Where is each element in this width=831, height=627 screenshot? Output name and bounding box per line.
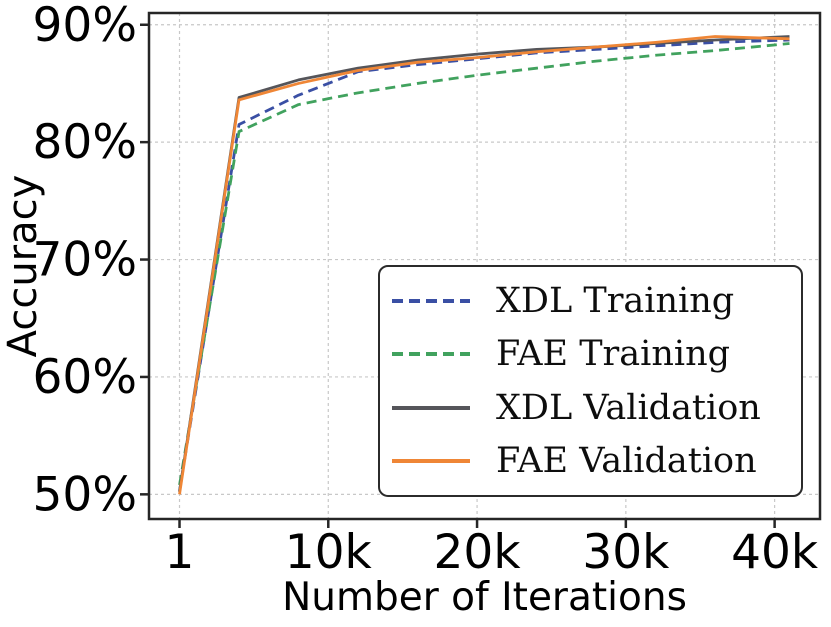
plot-border — [147, 11, 822, 521]
x-axis-title: Number of Iterations — [282, 575, 687, 620]
x-tick-label: 20k — [434, 525, 522, 580]
series-line-xdl-training — [178, 38, 790, 492]
legend-line-sample-fae-validation — [392, 459, 470, 464]
legend-item: XDL Training — [392, 281, 801, 321]
series-line-fae-training — [178, 42, 790, 486]
y-axis-title: Accuracy — [0, 174, 46, 358]
legend-label: XDL Training — [496, 280, 735, 321]
legend-label: FAE Training — [496, 334, 731, 375]
y-tick-label: 90% — [33, 0, 137, 53]
y-tick-label: 50% — [33, 467, 137, 522]
y-tick-label: 60% — [33, 350, 137, 405]
legend-item: FAE Validation — [392, 441, 801, 481]
x-tick-label: 1 — [165, 525, 195, 580]
series-line-xdl-validation — [178, 35, 790, 493]
legend: XDL Training FAE Training XDL Validation… — [378, 265, 803, 497]
x-tick-label: 40k — [731, 525, 819, 580]
legend-line-sample-fae-training — [392, 352, 470, 357]
legend-item: XDL Validation — [392, 388, 801, 428]
y-tick-label: 70% — [33, 233, 137, 288]
x-tick-label: 10k — [285, 525, 373, 580]
legend-line-sample-xdl-validation — [392, 405, 470, 410]
legend-label: XDL Validation — [496, 387, 761, 428]
x-tick-label: 30k — [582, 525, 670, 580]
legend-item: FAE Training — [392, 334, 801, 374]
series-line-fae-validation — [178, 35, 790, 495]
legend-label: FAE Validation — [496, 441, 757, 482]
y-tick-label: 80% — [33, 115, 137, 170]
legend-line-sample-xdl-training — [392, 298, 470, 303]
